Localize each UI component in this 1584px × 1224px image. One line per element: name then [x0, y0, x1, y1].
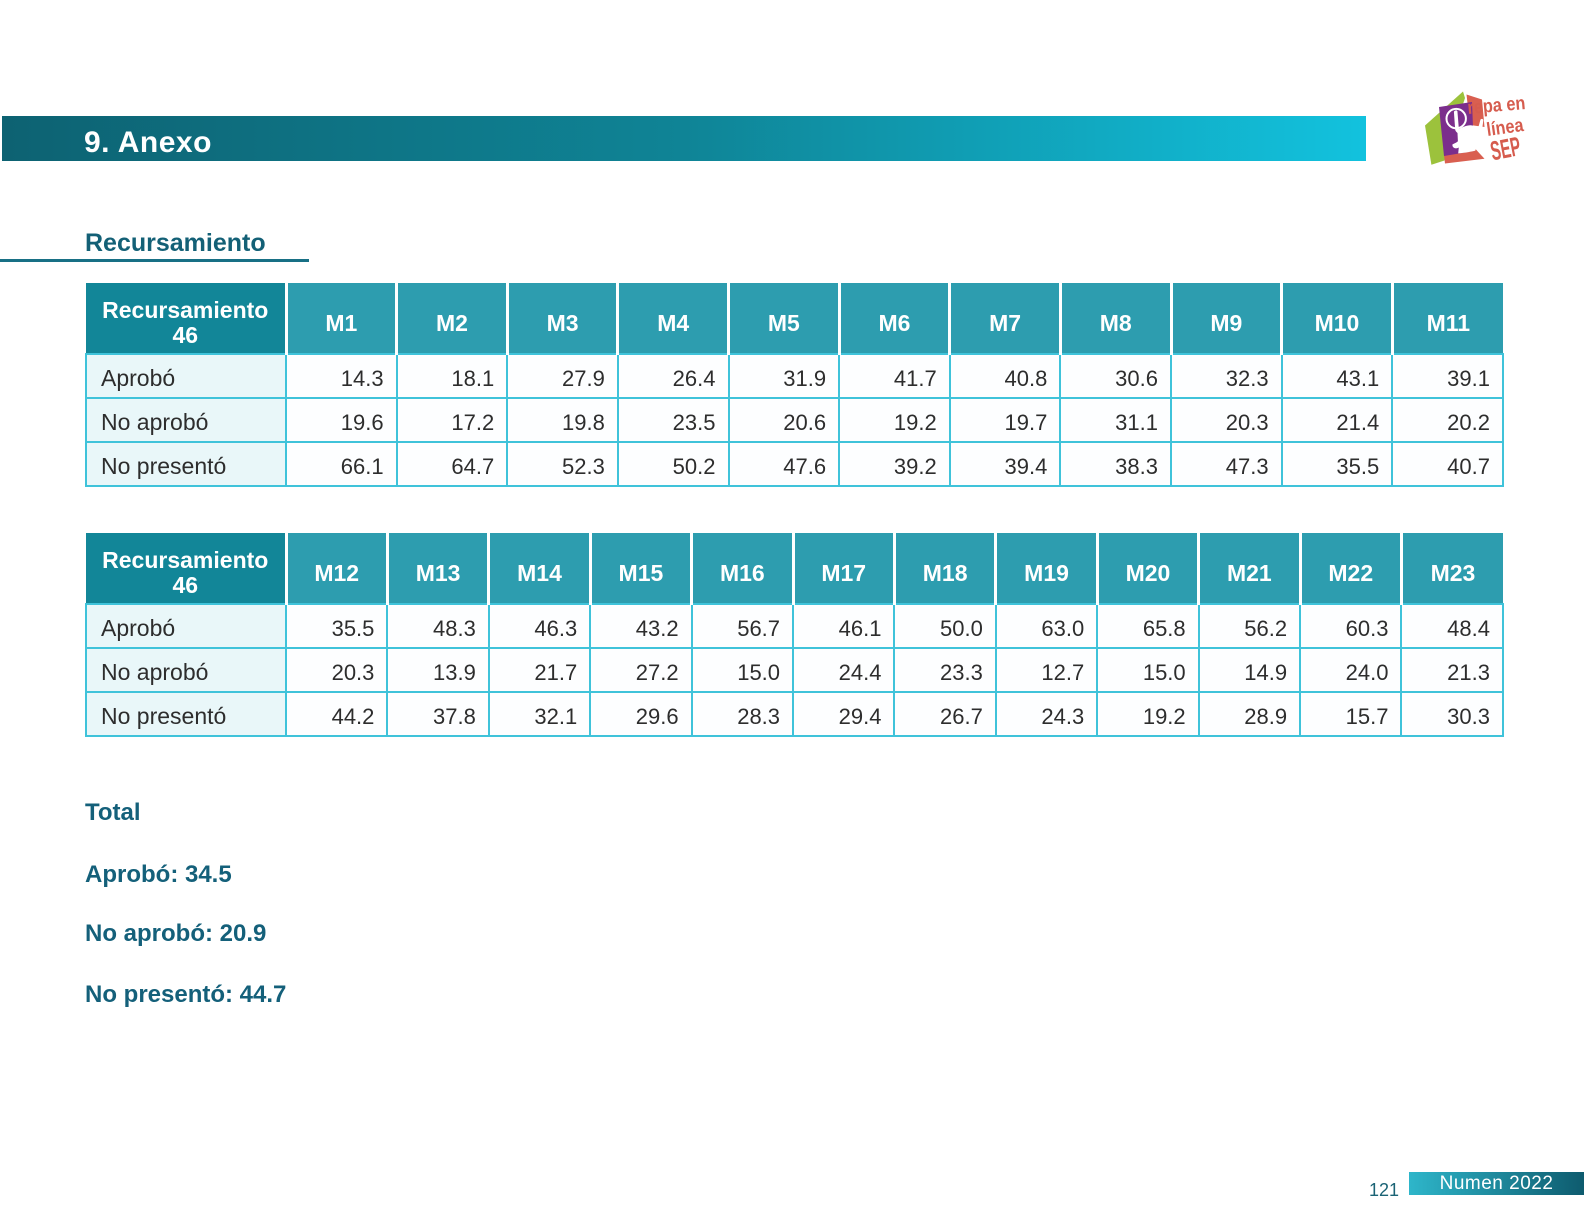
svg-text:SEP: SEP: [1488, 131, 1523, 166]
svg-text:repa en: repa en: [1467, 93, 1527, 119]
svg-text:línea: línea: [1485, 115, 1525, 141]
